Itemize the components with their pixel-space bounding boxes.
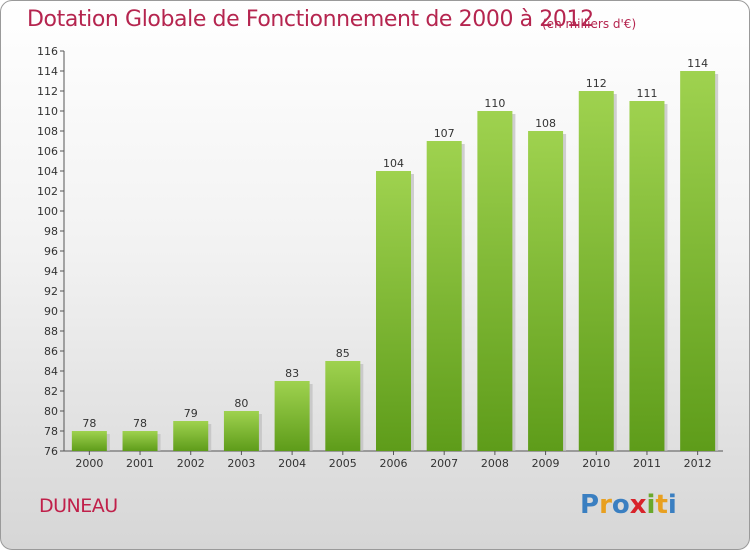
y-tick-label: 100 (37, 205, 58, 218)
bar (223, 411, 259, 451)
data-label: 107 (434, 127, 455, 140)
y-tick-label: 76 (44, 445, 58, 458)
data-label: 108 (535, 117, 556, 130)
y-tick-label: 116 (37, 45, 58, 58)
bars (71, 71, 719, 451)
logo-letter: r (599, 490, 612, 520)
logo-letter: P (580, 490, 600, 520)
bar (71, 431, 107, 451)
y-tick-label: 90 (44, 305, 58, 318)
data-label: 78 (82, 417, 96, 430)
logo-letter: i (646, 490, 656, 520)
proxiti-logo[interactable]: Proxiti (580, 490, 677, 520)
data-labels: 78 78 79 80 83 85 104 107 110 108 112 111 114 (82, 57, 708, 430)
y-tick-label: 78 (44, 425, 58, 438)
data-label: 79 (184, 407, 198, 420)
x-tick-label: 2011 (633, 457, 661, 470)
bar (325, 361, 361, 451)
data-label: 111 (636, 87, 657, 100)
data-label: 83 (285, 367, 299, 380)
bar (426, 141, 462, 451)
bar (528, 131, 564, 451)
y-tick-label: 106 (37, 145, 58, 158)
bar (680, 71, 716, 451)
data-label: 112 (586, 77, 607, 90)
bar (578, 91, 614, 451)
bar (477, 111, 513, 451)
logo-letter: x (629, 490, 647, 520)
x-tick-label: 2006 (380, 457, 408, 470)
logo-letter: i (667, 490, 677, 520)
data-label: 114 (687, 57, 708, 70)
y-tick-label: 110 (37, 105, 58, 118)
place-name: DUNEAU (39, 495, 118, 517)
y-tick-label: 86 (44, 345, 58, 358)
x-tick-label: 2010 (582, 457, 610, 470)
y-tick-label: 80 (44, 405, 58, 418)
bar (122, 431, 158, 451)
x-tick-label: 2001 (126, 457, 154, 470)
y-tick-label: 84 (44, 365, 58, 378)
data-label: 85 (336, 347, 350, 360)
chart-title: Dotation Globale de Fonctionnement de 20… (27, 7, 594, 32)
data-label: 80 (234, 397, 248, 410)
x-tick-label: 2003 (227, 457, 255, 470)
x-tick-label: 2009 (532, 457, 560, 470)
y-tick-label: 92 (44, 285, 58, 298)
data-label: 104 (383, 157, 404, 170)
logo-letter: o (611, 490, 630, 520)
y-tick-label: 88 (44, 325, 58, 338)
x-tick-label: 2012 (684, 457, 712, 470)
x-tick-label: 2007 (430, 457, 458, 470)
y-tick-label: 102 (37, 185, 58, 198)
data-label: 78 (133, 417, 147, 430)
x-tick-label: 2004 (278, 457, 306, 470)
y-tick-label: 112 (37, 85, 58, 98)
data-label: 110 (484, 97, 505, 110)
y-tick-label: 96 (44, 245, 58, 258)
x-tick-label: 2008 (481, 457, 509, 470)
y-tick-label: 114 (37, 65, 58, 78)
axes: 76 78 80 82 84 86 88 90 92 94 96 98 100 102 104 106 108 1… (37, 45, 723, 470)
y-tick-label: 98 (44, 225, 58, 238)
bar (629, 101, 665, 451)
bar (173, 421, 209, 451)
x-tick-label: 2002 (177, 457, 205, 470)
y-tick-label: 94 (44, 265, 58, 278)
x-tick-label: 2000 (75, 457, 103, 470)
y-tick-label: 82 (44, 385, 58, 398)
bar (274, 381, 310, 451)
y-tick-label: 104 (37, 165, 58, 178)
bar (376, 171, 411, 451)
x-tick-label: 2005 (329, 457, 357, 470)
logo-letter: t (655, 490, 668, 520)
y-tick-label: 108 (37, 125, 58, 138)
chart-subtitle: (en milliers d'€) (542, 17, 637, 31)
